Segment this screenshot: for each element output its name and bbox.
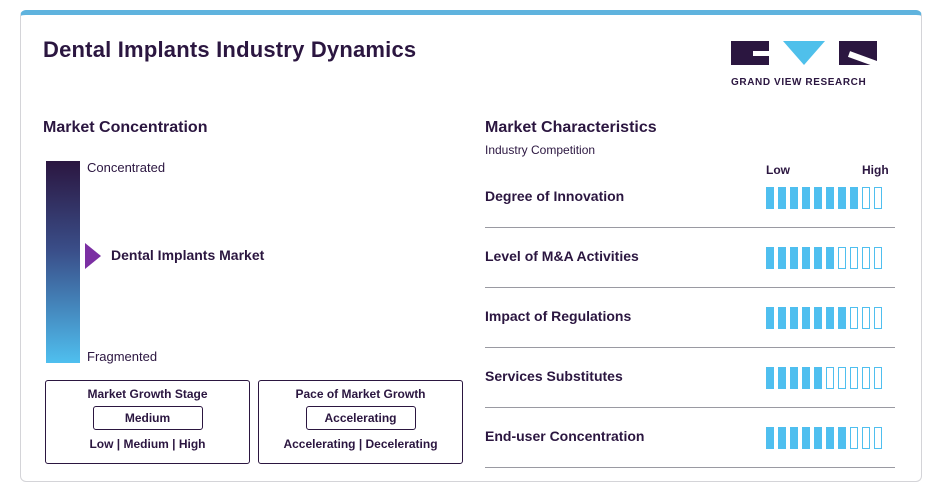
logo-text: GRAND VIEW RESEARCH [731,77,867,88]
rating-segment-filled [850,187,858,209]
rating-segment-filled [826,247,834,269]
rating-segment-filled [790,187,798,209]
characteristic-label: Impact of Regulations [485,308,632,324]
rating-segment-empty [862,427,870,449]
rating-segment-filled [814,247,822,269]
rating-segment-filled [826,307,834,329]
logo-triangle [783,41,825,65]
rating-segment-filled [838,187,846,209]
rating-segment-filled [790,367,798,389]
rating-segment-empty [850,247,858,269]
market-position-label: Dental Implants Market [111,247,265,263]
rating-segment-filled [826,187,834,209]
rating-segment-filled [790,247,798,269]
rating-segment-empty [850,427,858,449]
rating-segment-filled [778,307,786,329]
rating-segment-filled [790,427,798,449]
rating-segment-empty [826,367,834,389]
characteristic-row: Impact of Regulations [485,288,895,348]
rating-segment-empty [874,307,882,329]
rating-segment-empty [862,187,870,209]
growth-pace-title: Pace of Market Growth [295,387,426,401]
rating-segment-filled [802,367,810,389]
rating-meter [766,247,882,269]
characteristics-title: Market Characteristics [485,119,657,136]
rating-segment-filled [766,307,774,329]
rating-segment-filled [814,187,822,209]
row-divider [485,406,895,408]
market-position-marker-icon [85,243,101,269]
rating-segment-filled [802,187,810,209]
logo-block-right [839,41,877,65]
rating-meter [766,427,882,449]
characteristic-row: Level of M&A Activities [485,228,895,288]
characteristic-label: End-user Concentration [485,428,645,444]
growth-stage-options: Low | Medium | High [89,437,206,451]
characteristic-row: Services Substitutes [485,348,895,408]
rating-segment-filled [802,247,810,269]
dynamics-card: Dental Implants Industry Dynamics GRAND … [20,10,922,482]
rating-meter [766,367,882,389]
rating-segment-empty [874,247,882,269]
row-divider [485,346,895,348]
growth-stage-value: Medium [92,406,203,430]
rating-segment-filled [814,427,822,449]
rating-segment-filled [802,307,810,329]
rating-segment-filled [766,247,774,269]
rating-segment-filled [766,427,774,449]
fragmented-label: Fragmented [87,349,158,364]
rating-segment-filled [814,367,822,389]
rating-segment-filled [778,427,786,449]
rating-segment-filled [814,307,822,329]
concentrated-label: Concentrated [87,160,166,175]
growth-pace-value: Accelerating [305,406,416,430]
rating-segment-filled [790,307,798,329]
rating-segment-filled [802,427,810,449]
low-label: Low [766,163,790,177]
row-divider [485,226,895,228]
rating-segment-filled [766,367,774,389]
logo-block-left [731,41,769,65]
rating-segment-filled [838,307,846,329]
growth-pace-box: Pace of Market Growth Accelerating Accel… [258,380,463,464]
characteristic-row: End-user Concentration [485,408,895,468]
rating-segment-empty [862,247,870,269]
rating-segment-empty [862,307,870,329]
rating-segment-empty [838,247,846,269]
row-divider [485,286,895,288]
rating-segment-filled [838,427,846,449]
page-title: Dental Implants Industry Dynamics [43,37,417,62]
rating-segment-empty [874,427,882,449]
characteristic-label: Services Substitutes [485,368,623,384]
growth-stage-box: Market Growth Stage Medium Low | Medium … [45,380,250,464]
characteristic-row: Degree of Innovation [485,168,895,228]
row-divider [485,466,895,468]
rating-segment-empty [850,367,858,389]
concentration-title: Market Concentration [43,119,208,136]
high-label: High [862,163,889,177]
characteristic-label: Level of M&A Activities [485,248,639,264]
characteristic-label: Degree of Innovation [485,188,625,204]
rating-meter [766,187,882,209]
rating-segment-empty [874,367,882,389]
characteristics-subtitle: Industry Competition [485,143,596,157]
rating-segment-empty [874,187,882,209]
rating-segment-empty [838,367,846,389]
growth-stage-title: Market Growth Stage [87,387,208,401]
rating-segment-filled [826,427,834,449]
rating-segment-filled [778,187,786,209]
concentration-gradient-bar [46,161,80,363]
rating-segment-filled [766,187,774,209]
rating-segment-empty [850,307,858,329]
rating-meter [766,307,882,329]
growth-pace-options: Accelerating | Decelerating [283,437,438,451]
rating-segment-filled [778,367,786,389]
rating-segment-filled [778,247,786,269]
brand-logo: GRAND VIEW RESEARCH [731,41,901,91]
rating-segment-empty [862,367,870,389]
